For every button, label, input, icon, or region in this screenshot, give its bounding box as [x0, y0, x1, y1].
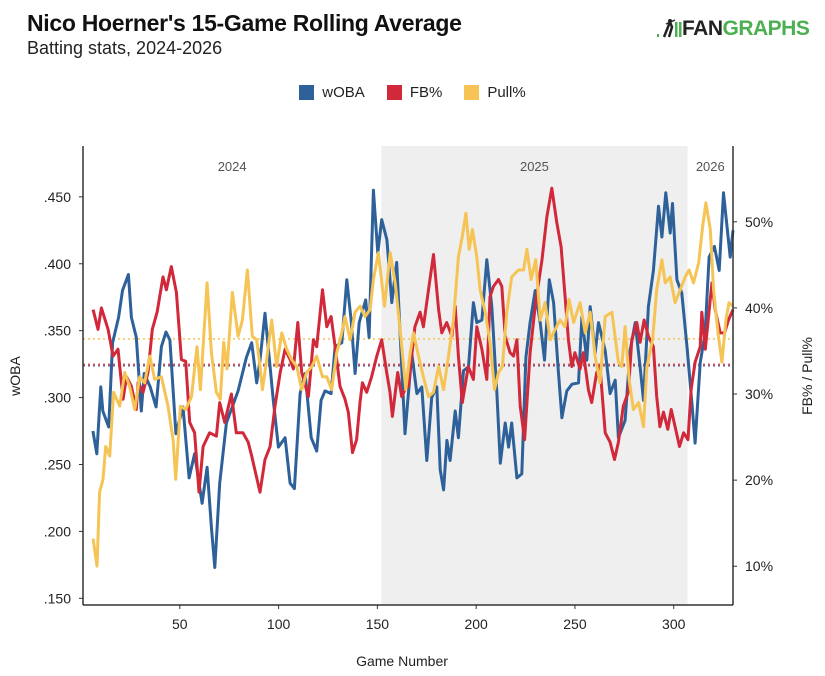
- y2-tick-label: 50%: [745, 214, 773, 230]
- series-line-fb: [91, 186, 735, 494]
- legend-item-woba: wOBA: [299, 84, 365, 101]
- x-tick-label: 200: [464, 616, 488, 632]
- legend-swatch-pull: [464, 85, 480, 100]
- legend-swatch-woba: [299, 85, 315, 100]
- x-tick-label: 250: [563, 616, 587, 632]
- season-label-2025: 2025: [520, 159, 549, 174]
- y2-tick-label: 40%: [745, 300, 773, 316]
- x-tick-label: 100: [267, 616, 291, 632]
- legend-item-fb: FB%: [386, 84, 443, 101]
- y-tick-label: .450: [44, 189, 71, 205]
- legend-label-fb: FB%: [409, 84, 443, 101]
- y-axis-title: wOBA: [7, 356, 23, 397]
- legend-item-pull: Pull%: [464, 84, 526, 101]
- series-line-pull: [91, 201, 734, 568]
- x-axis-title: Game Number: [356, 653, 448, 669]
- y-tick-label: .300: [44, 390, 71, 406]
- y2-tick-label: 10%: [745, 558, 773, 574]
- y2-tick-label: 30%: [745, 386, 773, 402]
- legend-label-pull: Pull%: [487, 84, 526, 101]
- y-tick-label: .200: [44, 523, 71, 539]
- y-tick-label: .350: [44, 323, 71, 339]
- season-label-2026: 2026: [696, 159, 725, 174]
- x-tick-label: 50: [172, 616, 188, 632]
- fangraphs-logo: FAN GRAPHS: [656, 17, 810, 41]
- y-tick-label: .250: [44, 456, 71, 472]
- season-shade-2025: [381, 146, 688, 605]
- y2-axis-title: FB% / Pull%: [799, 337, 815, 415]
- y-tick-label: .150: [44, 590, 71, 606]
- batter-icon: [657, 18, 682, 38]
- legend-swatch-fb: [386, 85, 402, 100]
- x-tick-label: 150: [366, 616, 390, 632]
- chart-title: Nico Hoerner's 15-Game Rolling Average: [27, 10, 462, 36]
- y2-tick-label: 20%: [745, 472, 773, 488]
- season-label-2024: 2024: [218, 159, 247, 174]
- legend-label-woba: wOBA: [322, 84, 365, 101]
- x-tick-label: 300: [662, 616, 686, 632]
- legend: wOBA FB% Pull%: [0, 84, 825, 101]
- logo-graphs-text: GRAPHS: [722, 17, 810, 40]
- logo-fan-text: FAN: [682, 17, 723, 40]
- y-tick-label: .400: [44, 256, 71, 272]
- chart-subtitle: Batting stats, 2024-2026: [27, 38, 223, 58]
